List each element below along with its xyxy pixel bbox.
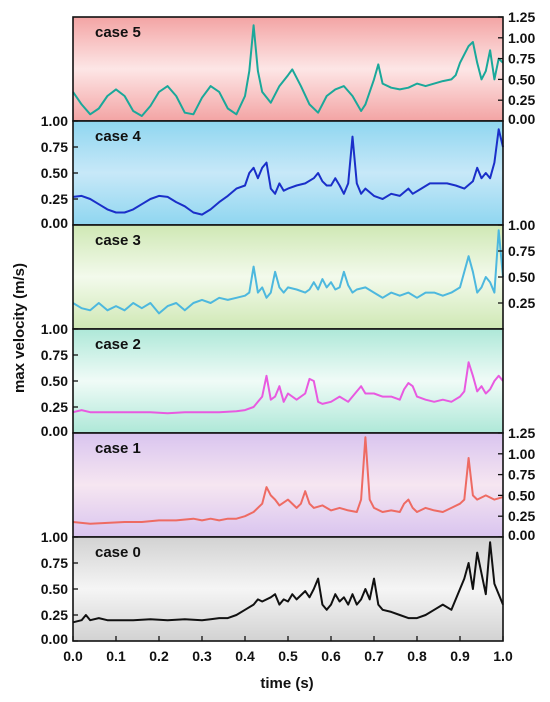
y-tick-label: 1.00 bbox=[508, 217, 535, 233]
y-axis-title: max velocity (m/s) bbox=[11, 263, 28, 393]
y-tick-label: 0.25 bbox=[508, 92, 535, 108]
y-tick-label: 0.50 bbox=[41, 373, 68, 389]
x-tick-label: 0.0 bbox=[63, 648, 83, 664]
y-tick-label: 0.50 bbox=[508, 269, 535, 285]
y-tick-label: 0.75 bbox=[508, 467, 535, 483]
y-tick-label: 0.75 bbox=[41, 139, 68, 155]
y-tick-label: 0.25 bbox=[41, 191, 68, 207]
x-tick-label: 0.6 bbox=[321, 648, 341, 664]
y-tick-label: 0.25 bbox=[41, 399, 68, 415]
panel-background bbox=[73, 537, 503, 641]
panel-case-3: case 3 0.25 0.50 0.75 1.00 bbox=[72, 217, 535, 330]
y-tick-label: 1.00 bbox=[41, 113, 68, 129]
panel-case-0: case 0 0.00 0.25 0.50 0.75 1.00 bbox=[41, 529, 504, 647]
panel-background bbox=[73, 17, 503, 121]
case-label: case 3 bbox=[95, 232, 141, 249]
series-line bbox=[72, 229, 504, 315]
x-axis-title: time (s) bbox=[260, 675, 313, 692]
x-tick-label: 0.5 bbox=[278, 648, 298, 664]
case-label: case 2 bbox=[95, 336, 141, 353]
x-tick-label: 0.4 bbox=[235, 648, 255, 664]
x-tick-label: 0.7 bbox=[364, 648, 384, 664]
series-line bbox=[72, 24, 504, 117]
panel-case-2: case 2 0.00 0.25 0.50 0.75 1.00 bbox=[41, 321, 504, 439]
y-tick-label: 0.75 bbox=[508, 243, 535, 259]
y-tick-label: 0.25 bbox=[508, 508, 535, 524]
y-tick-label: 0.25 bbox=[508, 295, 535, 311]
x-tick-label: 0.8 bbox=[407, 648, 427, 664]
panels: case 5 0.00 0.25 0.50 0.75 1.00 1.25 case 4 0.00… bbox=[41, 9, 536, 647]
y-tick-label: 0.00 bbox=[508, 527, 535, 543]
x-tick-label: 1.0 bbox=[493, 648, 513, 664]
panel-background bbox=[73, 433, 503, 537]
panel-case-4: case 4 0.00 0.25 0.50 0.75 1.00 bbox=[41, 113, 504, 231]
y-tick-label: 0.75 bbox=[508, 51, 535, 67]
y-tick-label: 1.25 bbox=[508, 9, 535, 25]
y-tick-label: 0.50 bbox=[508, 487, 535, 503]
y-tick-label: 1.00 bbox=[508, 446, 535, 462]
case-label: case 5 bbox=[95, 24, 141, 41]
y-tick-label: 1.00 bbox=[41, 529, 68, 545]
series-line bbox=[72, 128, 504, 216]
x-tick-label: 0.9 bbox=[450, 648, 470, 664]
y-tick-label: 1.25 bbox=[508, 425, 535, 441]
case-label: case 1 bbox=[95, 440, 141, 457]
y-tick-label: 0.00 bbox=[41, 631, 68, 647]
x-axis: 0.0 0.1 0.2 0.3 0.4 0.5 0.6 0.7 0.8 0.9 1.0 bbox=[63, 636, 513, 664]
case-label: case 0 bbox=[95, 544, 141, 561]
series-line bbox=[72, 361, 504, 415]
case-label: case 4 bbox=[95, 128, 142, 145]
panel-background bbox=[73, 121, 503, 225]
y-tick-label: 1.00 bbox=[508, 30, 535, 46]
y-tick-label: 0.00 bbox=[41, 215, 68, 231]
panel-case-1: case 1 0.00 0.25 0.50 0.75 1.00 1.25 bbox=[72, 425, 535, 543]
y-tick-label: 0.00 bbox=[508, 111, 535, 127]
x-tick-label: 0.2 bbox=[149, 648, 169, 664]
series-line bbox=[72, 436, 504, 525]
panel-case-5: case 5 0.00 0.25 0.50 0.75 1.00 1.25 bbox=[72, 9, 535, 127]
y-tick-label: 0.50 bbox=[508, 71, 535, 87]
y-tick-label: 1.00 bbox=[41, 321, 68, 337]
y-tick-label: 0.25 bbox=[41, 607, 68, 623]
y-tick-label: 0.75 bbox=[41, 555, 68, 571]
x-tick-label: 0.1 bbox=[106, 648, 126, 664]
y-tick-label: 0.00 bbox=[41, 423, 68, 439]
x-tick-label: 0.3 bbox=[192, 648, 212, 664]
panel-background bbox=[73, 329, 503, 433]
y-tick-label: 0.50 bbox=[41, 165, 68, 181]
y-tick-label: 0.50 bbox=[41, 581, 68, 597]
y-tick-label: 0.75 bbox=[41, 347, 68, 363]
panel-background bbox=[73, 225, 503, 329]
series-line bbox=[72, 541, 504, 624]
